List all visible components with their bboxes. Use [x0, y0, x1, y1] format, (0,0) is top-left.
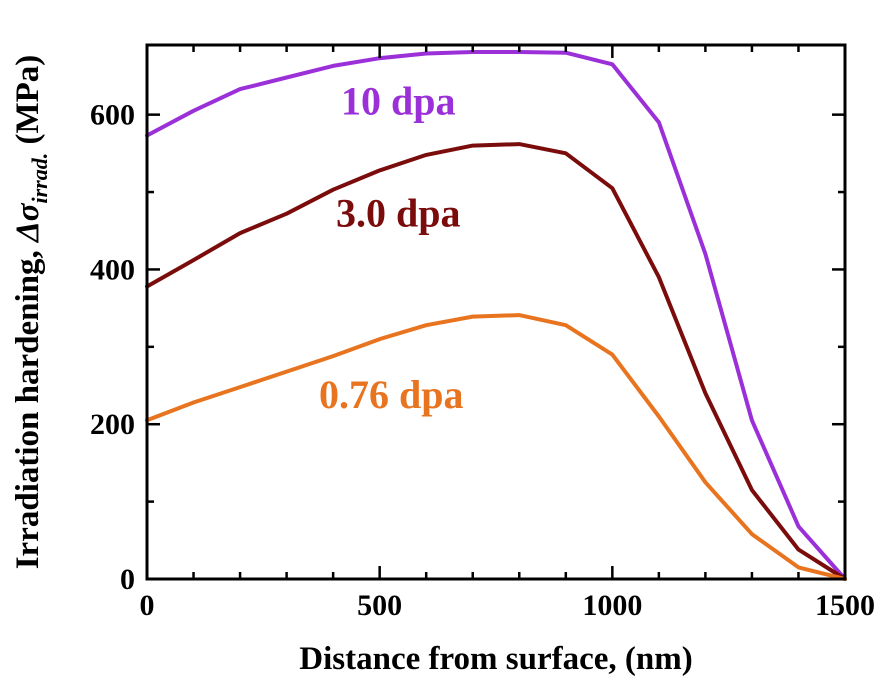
x-axis-title: Distance from surface, (nm)	[299, 641, 692, 677]
series-line-3-0-dpa	[145, 142, 847, 581]
series-label: 10 dpa	[341, 78, 456, 123]
series-label: 3.0 dpa	[336, 191, 461, 236]
y-tick-label: 400	[90, 253, 135, 286]
series-line-10-dpa	[145, 50, 847, 581]
x-tick-label: 1500	[815, 589, 875, 622]
y-tick-label: 200	[90, 408, 135, 441]
y-tick-label: 0	[120, 563, 135, 596]
x-tick-label: 0	[140, 589, 155, 622]
plot-frame	[145, 43, 847, 581]
series-label: 0.76 dpa	[319, 372, 464, 417]
tick-labels: 0 500 1000 1500 0 200 400 600	[90, 99, 875, 622]
y-axis-title-subscript: irrad.	[27, 153, 52, 204]
y-axis-title: Irradiation hardening, Δσirrad. (MPa)	[10, 55, 52, 570]
y-tick-label: 600	[90, 99, 135, 132]
series-line-0-76-dpa	[145, 313, 847, 581]
y-axis-title-prefix: Irradiation hardening,	[10, 242, 46, 569]
y-axis-title-symbol: Δσ	[10, 202, 46, 244]
axis-ticks	[145, 45, 847, 581]
series-lines	[145, 50, 847, 581]
x-tick-label: 1000	[582, 589, 642, 622]
y-axis-title-suffix: (MPa)	[10, 55, 46, 153]
x-tick-label: 500	[357, 589, 402, 622]
series-labels: 10 dpa 3.0 dpa 0.76 dpa	[319, 78, 464, 417]
